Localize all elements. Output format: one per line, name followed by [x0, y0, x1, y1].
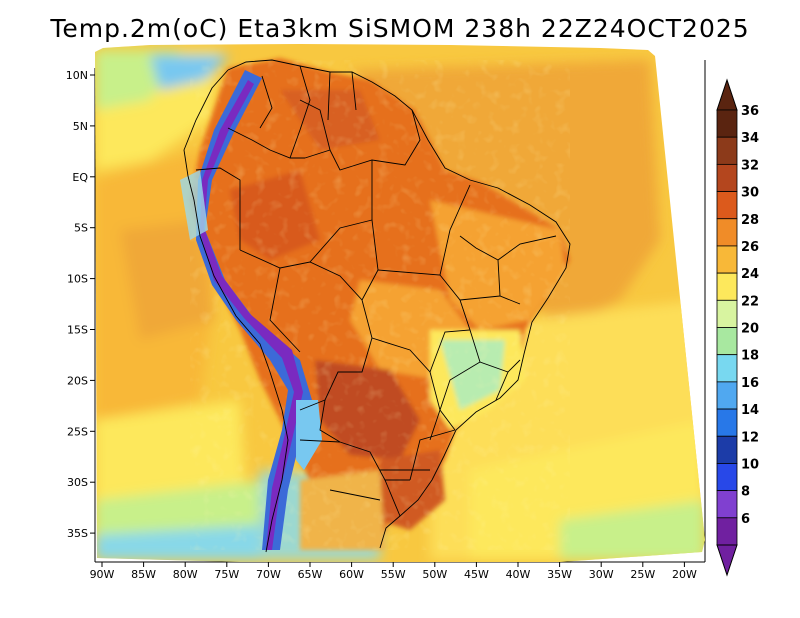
- colorbar-swatch: [716, 463, 738, 492]
- latitude-tick-label: 25S: [67, 425, 88, 438]
- temperature-field: [95, 44, 705, 562]
- colorbar-label: 36: [741, 104, 759, 119]
- colorbar-swatch: [716, 517, 738, 546]
- longitude-tick-label: 65W: [298, 568, 323, 581]
- longitude-tick-label: 75W: [214, 568, 239, 581]
- colorbar-swatch: [716, 354, 738, 383]
- political-borders: [183, 59, 571, 553]
- colorbar-label: 34: [741, 131, 759, 146]
- latitude-tick-label: 5N: [73, 120, 88, 133]
- colorbar-label: 30: [741, 186, 759, 201]
- longitude-tick-label: 85W: [131, 568, 156, 581]
- colorbar-lower-arrow: [716, 544, 738, 577]
- longitude-tick-label: 90W: [90, 568, 115, 581]
- andes-cold-band: [180, 70, 322, 550]
- colorbar-swatch: [716, 136, 738, 165]
- colorbar-swatch: [716, 191, 738, 220]
- latitude-tick-label: 5S: [74, 222, 88, 235]
- colorbar-label: 26: [741, 240, 759, 255]
- colorbar-label: 14: [741, 403, 759, 418]
- colorbar-label: 24: [741, 267, 759, 282]
- colorbar-upper-arrow: [716, 78, 738, 111]
- longitude-tick-label: 35W: [547, 568, 572, 581]
- longitude-tick-label: 40W: [506, 568, 531, 581]
- latitude-tick-label: 10N: [66, 69, 88, 82]
- colorbar-label: 16: [741, 376, 759, 391]
- colorbar-swatch: [716, 245, 738, 274]
- colorbar-swatch: [716, 109, 738, 138]
- latitude-tick-label: 15S: [67, 324, 88, 337]
- latitude-tick-label: EQ: [72, 171, 88, 184]
- latitude-tick-label: 35S: [67, 527, 88, 540]
- longitude-tick-label: 25W: [630, 568, 655, 581]
- colorbar-swatch: [716, 272, 738, 301]
- latitude-axis: 10N 5N EQ 5S 10S 15S 20S 25S 30S 35S: [66, 69, 95, 540]
- longitude-tick-label: 20W: [672, 568, 697, 581]
- colorbar-swatch: [716, 327, 738, 356]
- latitude-tick-label: 20S: [67, 374, 88, 387]
- longitude-tick-label: 30W: [589, 568, 614, 581]
- colorbar-label: 12: [741, 430, 759, 445]
- longitude-tick-label: 50W: [422, 568, 447, 581]
- colorbar-label: 32: [741, 158, 759, 173]
- longitude-tick-label: 60W: [339, 568, 364, 581]
- latitude-tick-label: 10S: [67, 273, 88, 286]
- colorbar-label: 28: [741, 213, 759, 228]
- colorbar-label: 18: [741, 349, 759, 364]
- latitude-tick-label: 30S: [67, 476, 88, 489]
- colorbar-swatch: [716, 381, 738, 410]
- colorbar-label: 20: [741, 322, 759, 337]
- colorbar-swatch: [716, 490, 738, 519]
- colorbar-label: 8: [741, 485, 750, 500]
- colorbar-label: 10: [741, 457, 759, 472]
- longitude-tick-label: 45W: [464, 568, 489, 581]
- longitude-axis: 90W 85W 80W 75W 70W 65W 60W 55W 50W 45W 40W 35W 30W 2…: [90, 562, 697, 581]
- colorbar-swatch: [716, 299, 738, 328]
- colorbar-legend: 36 34 32 30 28 26 24 22 20 18 16 14 12 10 8 6: [716, 78, 759, 577]
- longitude-tick-label: 70W: [256, 568, 281, 581]
- colorbar-label: 22: [741, 294, 759, 309]
- longitude-tick-label: 80W: [173, 568, 198, 581]
- longitude-tick-label: 55W: [381, 568, 406, 581]
- colorbar-swatch: [716, 408, 738, 437]
- map-title: Temp.2m(oC) Eta3km SiSMOM 238h 22Z24OCT2…: [50, 14, 750, 43]
- colorbar-swatch: [716, 163, 738, 192]
- colorbar-swatch: [716, 218, 738, 247]
- colorbar-swatch: [716, 435, 738, 464]
- colorbar-label: 6: [741, 512, 750, 527]
